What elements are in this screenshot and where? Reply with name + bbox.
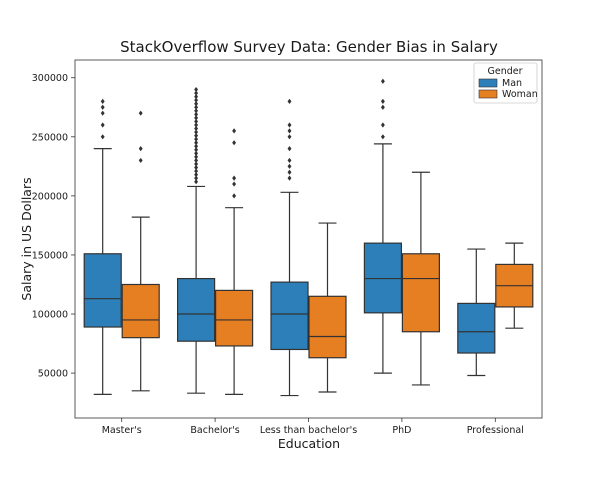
outlier-point (287, 98, 292, 104)
outlier-point (194, 136, 199, 142)
y-axis-label: Salary in US Dollars (19, 177, 34, 300)
outlier-point (138, 110, 143, 116)
y-tick-label: 250000 (32, 132, 68, 143)
outlier-point (287, 157, 292, 164)
plot-area (83, 78, 534, 397)
legend-swatch-man (478, 78, 498, 88)
outlier-point (100, 110, 105, 116)
outlier-point (138, 146, 143, 152)
outlier-point (194, 161, 199, 167)
outlier-point (194, 104, 199, 110)
box-iqr (270, 281, 309, 351)
outlier-point (100, 134, 105, 140)
outlier-point (287, 169, 292, 175)
y-axis: 50000 100000 150000 200000 250000 300000 (32, 73, 75, 380)
box-man-0 (83, 98, 122, 395)
outlier-point (194, 179, 199, 185)
box-iqr (401, 253, 440, 333)
box-iqr (308, 295, 347, 359)
outlier-point (194, 118, 199, 125)
box-man-2 (270, 98, 309, 397)
outlier-point (287, 134, 292, 140)
outlier-point (232, 175, 237, 181)
y-tick-label: 200000 (32, 191, 68, 202)
outlier-point (194, 133, 199, 139)
outlier-point (194, 150, 199, 156)
legend-title: Gender (487, 66, 522, 77)
box-man-3 (363, 78, 402, 374)
x-tick-label: PhD (392, 425, 411, 436)
x-axis-label: Education (278, 436, 340, 451)
outlier-point (194, 101, 199, 107)
box-iqr (177, 277, 216, 342)
x-tick-label: Less than bachelor's (260, 425, 357, 436)
legend-swatch-woman (478, 89, 498, 99)
x-tick-label: Master's (102, 425, 142, 436)
x-tick-label: Professional (467, 425, 524, 436)
outlier-point (380, 122, 385, 128)
outlier-point (194, 108, 199, 114)
outlier-point (100, 104, 105, 110)
outlier-point (287, 175, 292, 181)
y-tick-label: 150000 (32, 250, 68, 261)
y-tick-label: 300000 (32, 73, 68, 84)
outlier-point (380, 78, 385, 84)
box-woman-3 (401, 171, 440, 386)
outlier-point (380, 134, 385, 140)
box-man-1 (177, 86, 216, 394)
y-tick-label: 100000 (32, 310, 68, 321)
box-woman-1 (215, 128, 254, 395)
box-iqr (83, 253, 122, 328)
box-woman-0 (121, 110, 160, 392)
box-woman-4 (495, 242, 534, 329)
outlier-point (194, 94, 199, 100)
box-iqr (121, 283, 160, 339)
legend-label-woman: Woman (502, 89, 538, 100)
outlier-point (194, 97, 199, 103)
outlier-point (380, 104, 385, 110)
outlier-point (232, 181, 237, 187)
outlier-point (380, 98, 385, 104)
outlier-point (194, 90, 199, 96)
outlier-point (100, 98, 105, 104)
outlier-point (194, 125, 199, 132)
outlier-point (232, 193, 237, 199)
box-man-4 (457, 248, 496, 377)
box-woman-2 (308, 222, 347, 393)
outlier-point (232, 140, 237, 146)
legend-label-man: Man (502, 78, 522, 89)
chart-title: StackOverflow Survey Data: Gender Bias i… (120, 38, 498, 56)
outlier-point (287, 128, 292, 134)
outlier-point (194, 168, 199, 174)
outlier-point (194, 172, 199, 178)
outlier-point (287, 163, 292, 169)
y-tick-label: 50000 (38, 369, 68, 380)
outlier-point (194, 129, 199, 135)
box-iqr (215, 289, 254, 347)
outlier-point (287, 122, 292, 128)
outlier-point (287, 146, 292, 152)
outlier-point (194, 143, 199, 149)
outlier-point (100, 122, 105, 128)
outlier-point (138, 157, 143, 164)
outlier-point (194, 86, 199, 93)
outlier-point (232, 128, 237, 134)
x-axis: Master's Bachelor's Less than bachelor's Ph… (102, 418, 524, 436)
outlier-point (194, 154, 199, 160)
plot-frame (74, 59, 543, 419)
legend: Gender Man Woman (473, 62, 538, 104)
outlier-point (194, 111, 199, 117)
outlier-point (194, 157, 199, 164)
box-iqr (457, 302, 496, 354)
outlier-point (194, 147, 199, 153)
outlier-point (194, 164, 199, 171)
outlier-point (194, 140, 199, 146)
outlier-point (194, 115, 199, 121)
x-tick-label: Bachelor's (190, 425, 239, 436)
outlier-point (194, 175, 199, 181)
outlier-point (194, 122, 199, 128)
